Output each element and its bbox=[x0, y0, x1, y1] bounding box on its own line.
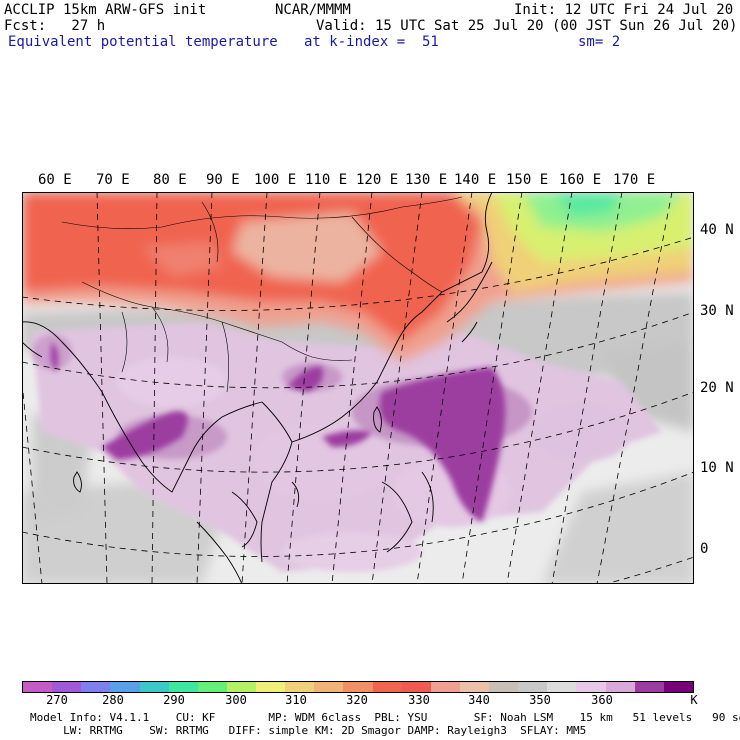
lon-label: 90 E bbox=[206, 172, 240, 188]
lon-label: 70 E bbox=[96, 172, 130, 188]
coastlines bbox=[22, 192, 493, 584]
colorbar-segment bbox=[576, 682, 606, 692]
lon-label: 130 E bbox=[405, 172, 448, 188]
colorbar-label: 300 bbox=[225, 693, 247, 707]
lon-label: 80 E bbox=[153, 172, 187, 188]
colorbar-label: 290 bbox=[163, 693, 185, 707]
colorbar-label: 340 bbox=[468, 693, 490, 707]
model-title: ACCLIP 15km ARW-GFS init bbox=[4, 2, 207, 18]
colorbar-segment bbox=[459, 682, 489, 692]
theta-e-map bbox=[22, 192, 694, 584]
lat-label: 30 N bbox=[700, 303, 734, 319]
colorbar-label: 360 bbox=[591, 693, 613, 707]
field-name: Equivalent potential temperature bbox=[8, 34, 278, 50]
colorbar-segment bbox=[168, 682, 198, 692]
lon-label: 140 E bbox=[454, 172, 497, 188]
forecast-hour: Fcst: 27 h bbox=[4, 18, 106, 34]
colorbar-segment bbox=[489, 682, 519, 692]
colorbar-segment bbox=[372, 682, 402, 692]
map-border bbox=[22, 192, 694, 584]
lon-label: 170 E bbox=[613, 172, 656, 188]
colorbar-segment bbox=[518, 682, 548, 692]
model-info-line1: Model Info: V4.1.1 CU: KF MP: WDM 6class… bbox=[30, 711, 740, 724]
colorbar-label: 350 bbox=[529, 693, 551, 707]
field-shading bbox=[22, 192, 694, 584]
colorbar-segment bbox=[256, 682, 286, 692]
lat-label: 40 N bbox=[700, 222, 734, 238]
colorbar-segment bbox=[226, 682, 256, 692]
colorbar-segment bbox=[110, 682, 140, 692]
lon-label: 110 E bbox=[305, 172, 348, 188]
lon-label: 120 E bbox=[356, 172, 399, 188]
center-label: NCAR/MMMM bbox=[275, 2, 351, 18]
colorbar-unit: K bbox=[690, 693, 698, 707]
graticule bbox=[22, 192, 694, 584]
colorbar-segment bbox=[197, 682, 227, 692]
colorbar-label: 270 bbox=[46, 693, 68, 707]
lon-label: 60 E bbox=[38, 172, 72, 188]
colorbar-segment bbox=[139, 682, 169, 692]
colorbar-segment bbox=[605, 682, 635, 692]
colorbar-segment bbox=[634, 682, 664, 692]
colorbar bbox=[22, 681, 694, 693]
lon-label: 150 E bbox=[506, 172, 549, 188]
colorbar-segment bbox=[663, 682, 693, 692]
lon-label: 100 E bbox=[254, 172, 297, 188]
colorbar-segment bbox=[401, 682, 431, 692]
colorbar-segment bbox=[52, 682, 82, 692]
lon-label: 160 E bbox=[559, 172, 602, 188]
colorbar-segment bbox=[547, 682, 577, 692]
lat-label: 20 N bbox=[700, 380, 734, 396]
model-info-line2: LW: RRTMG SW: RRTMG DIFF: simple KM: 2D … bbox=[30, 724, 587, 737]
colorbar-segment bbox=[81, 682, 111, 692]
init-time: Init: 12 UTC Fri 24 Jul 20 bbox=[514, 2, 734, 18]
lat-label: 0 bbox=[700, 541, 709, 557]
colorbar-segment bbox=[343, 682, 373, 692]
colorbar-label: 280 bbox=[102, 693, 124, 707]
smoothing-label: sm= 2 bbox=[578, 34, 621, 50]
colorbar-segment bbox=[430, 682, 460, 692]
lat-label: 10 N bbox=[700, 460, 734, 476]
valid-time: Valid: 15 UTC Sat 25 Jul 20 (00 JST Sun … bbox=[316, 18, 738, 34]
warm-regions bbox=[22, 192, 694, 362]
colorbar-label: 320 bbox=[346, 693, 368, 707]
colorbar-segment bbox=[285, 682, 315, 692]
colorbar-segment bbox=[23, 682, 53, 692]
level-label: at k-index = 51 bbox=[304, 34, 439, 50]
colorbar-label: 310 bbox=[285, 693, 307, 707]
colorbar-segment bbox=[314, 682, 344, 692]
colorbar-label: 330 bbox=[408, 693, 430, 707]
